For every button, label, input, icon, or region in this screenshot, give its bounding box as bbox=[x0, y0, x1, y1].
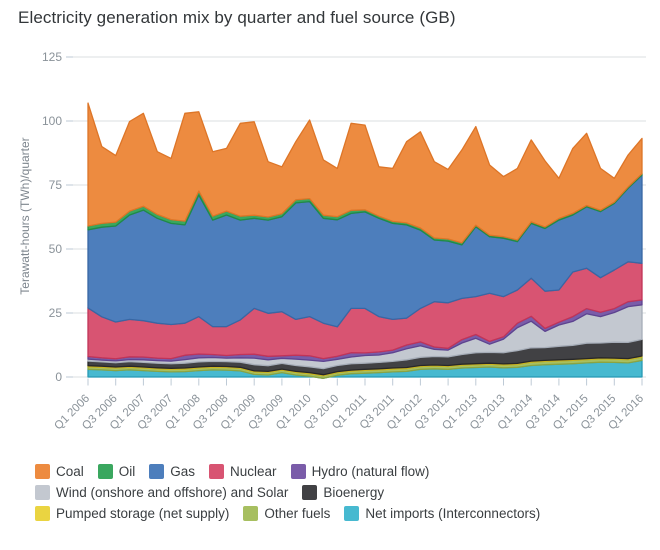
legend-item-hydro: Hydro (natural flow) bbox=[290, 464, 430, 479]
legend-label-coal: Coal bbox=[56, 464, 84, 479]
legend-label-nuclear: Nuclear bbox=[230, 464, 277, 479]
legend-label-net_imports: Net imports (Interconnectors) bbox=[365, 506, 541, 521]
legend-item-oil: Oil bbox=[97, 464, 136, 479]
legend-swatch-net_imports bbox=[344, 506, 360, 521]
legend-item-other_fuels: Other fuels bbox=[243, 506, 330, 521]
legend-swatch-bioenergy bbox=[302, 485, 318, 500]
chart-legend: Coal Oil Gas Nuclear Hydro (natural flow) Win… bbox=[35, 464, 540, 521]
y-tick-label: 100 bbox=[42, 114, 62, 128]
y-tick-label: 125 bbox=[42, 50, 62, 64]
legend-label-pumped_storage: Pumped storage (net supply) bbox=[56, 506, 230, 521]
legend-label-bioenergy: Bioenergy bbox=[323, 485, 385, 500]
legend-label-hydro: Hydro (natural flow) bbox=[311, 464, 430, 479]
legend-swatch-nuclear bbox=[209, 464, 225, 479]
legend-label-other_fuels: Other fuels bbox=[264, 506, 331, 521]
legend-item-coal: Coal bbox=[35, 464, 84, 479]
legend-item-gas: Gas bbox=[149, 464, 195, 479]
legend-swatch-oil bbox=[97, 464, 113, 479]
legend-label-wind_solar: Wind (onshore and offshore) and Solar bbox=[56, 485, 289, 500]
legend-label-gas: Gas bbox=[170, 464, 196, 479]
y-tick-label: 0 bbox=[55, 370, 62, 384]
legend-row: Wind (onshore and offshore) and Solar Bio… bbox=[35, 485, 540, 500]
legend-swatch-pumped_storage bbox=[35, 506, 50, 521]
y-tick-label: 75 bbox=[49, 178, 63, 192]
legend-swatch-wind_solar bbox=[35, 485, 50, 500]
legend-item-net_imports: Net imports (Interconnectors) bbox=[344, 506, 540, 521]
legend-row: Coal Oil Gas Nuclear Hydro (natural flow) bbox=[35, 464, 540, 479]
legend-row: Pumped storage (net supply) Other fuels Ne… bbox=[35, 506, 540, 521]
legend-swatch-gas bbox=[149, 464, 165, 479]
y-tick-label: 50 bbox=[49, 242, 63, 256]
chart-areas bbox=[87, 102, 643, 379]
legend-item-bioenergy: Bioenergy bbox=[302, 485, 384, 500]
y-tick-label: 25 bbox=[49, 306, 63, 320]
area-coal bbox=[87, 102, 643, 244]
legend-item-pumped_storage: Pumped storage (net supply) bbox=[35, 506, 229, 521]
legend-swatch-coal bbox=[35, 464, 50, 479]
legend-swatch-hydro bbox=[290, 464, 306, 479]
legend-swatch-other_fuels bbox=[243, 506, 259, 521]
chart-title: Electricity generation mix by quarter an… bbox=[18, 8, 456, 27]
legend-label-oil: Oil bbox=[118, 464, 136, 479]
legend-item-nuclear: Nuclear bbox=[209, 464, 277, 479]
legend-item-wind_solar: Wind (onshore and offshore) and Solar bbox=[35, 485, 288, 500]
